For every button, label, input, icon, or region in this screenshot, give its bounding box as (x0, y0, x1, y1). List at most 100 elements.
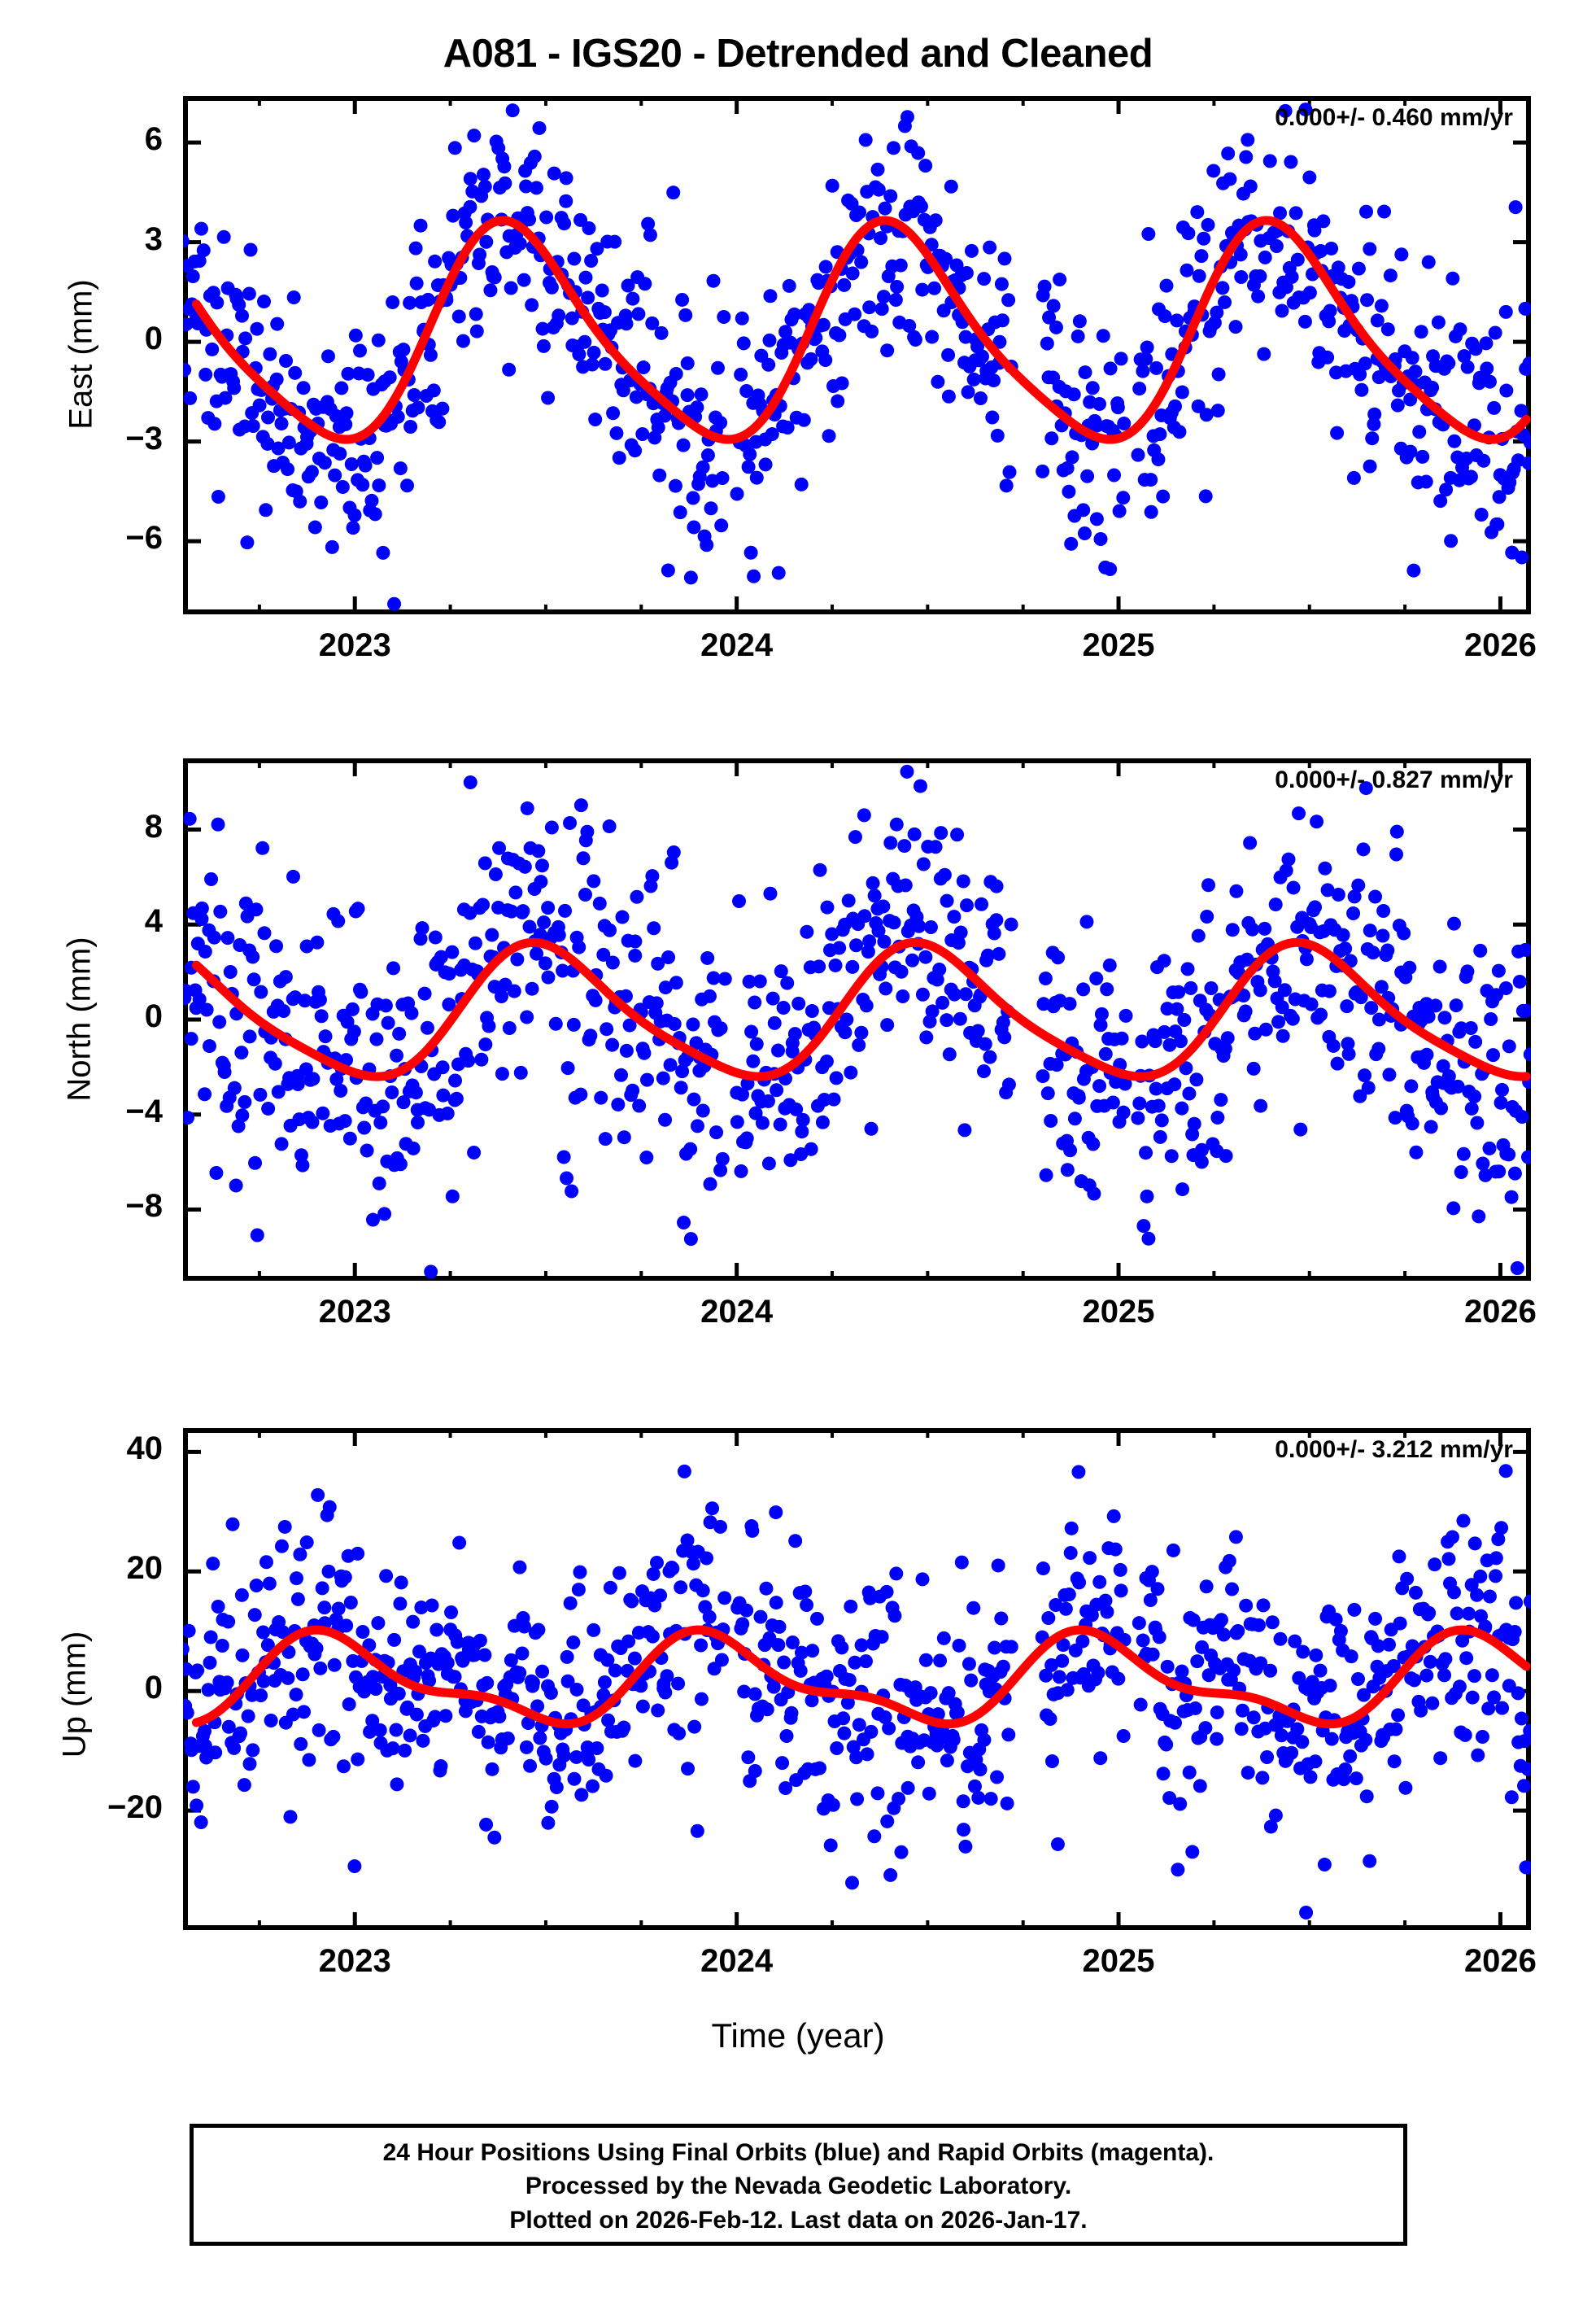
data-point (294, 1736, 308, 1751)
data-point (368, 1682, 383, 1697)
data-point (1274, 1728, 1289, 1743)
data-point (217, 1065, 232, 1079)
data-point (1376, 928, 1390, 943)
data-point (947, 987, 962, 1002)
data-point (1268, 1808, 1283, 1823)
data-point (918, 950, 933, 964)
data-point (598, 356, 613, 371)
data-point (286, 869, 300, 884)
data-point (769, 1505, 783, 1520)
data-point (1245, 922, 1260, 937)
data-point (706, 273, 721, 288)
data-point (363, 1724, 377, 1739)
data-point (940, 1013, 954, 1028)
data-point (216, 229, 231, 244)
data-point (1403, 392, 1418, 407)
data-point (183, 391, 198, 405)
data-point (1293, 1122, 1308, 1137)
data-point (321, 349, 335, 364)
data-point (1464, 1101, 1479, 1116)
data-point (1184, 980, 1198, 995)
data-point (241, 1709, 255, 1723)
data-point (997, 1030, 1012, 1045)
data-point (563, 1596, 578, 1610)
data-point (471, 1724, 486, 1739)
data-point (927, 281, 942, 295)
data-point (787, 1027, 802, 1042)
data-point (1092, 1079, 1107, 1094)
data-point (473, 247, 487, 262)
data-point (1145, 1565, 1159, 1579)
data-point (874, 302, 889, 317)
data-point (235, 1648, 250, 1662)
data-point (1324, 1732, 1339, 1746)
data-point (1076, 1667, 1091, 1682)
data-point (1491, 963, 1506, 978)
data-point (848, 307, 862, 321)
data-point (235, 1108, 250, 1123)
data-point (1175, 385, 1189, 400)
data-point (533, 1731, 547, 1745)
data-point (1149, 360, 1164, 375)
data-point (1131, 1111, 1145, 1125)
data-point (690, 1119, 704, 1133)
data-point (1198, 1721, 1213, 1736)
data-point (1444, 534, 1459, 548)
data-point (535, 321, 550, 336)
data-point (1288, 1634, 1302, 1649)
data-point (296, 381, 311, 395)
data-point (1140, 340, 1154, 355)
data-point (1143, 1593, 1158, 1608)
data-point (1481, 1701, 1496, 1716)
data-point (680, 356, 695, 370)
data-point (991, 1558, 1005, 1573)
data-point (283, 1810, 298, 1824)
data-point (1049, 320, 1063, 334)
data-point (1314, 1007, 1328, 1022)
data-point (1243, 179, 1258, 194)
data-point (1296, 1644, 1310, 1659)
panel-north-plot-area (183, 758, 1531, 1281)
data-point (1446, 271, 1460, 286)
data-point (630, 889, 644, 904)
panel-north-rate-annotation: 0.000+/- 0.827 mm/yr (1275, 766, 1513, 793)
data-point (672, 1726, 687, 1740)
data-point (1278, 103, 1293, 118)
data-point (1228, 320, 1243, 334)
data-point (487, 270, 502, 285)
data-point (512, 236, 527, 251)
data-point (780, 976, 795, 990)
data-point (1170, 313, 1184, 328)
data-point (1371, 1042, 1386, 1056)
data-point (1144, 504, 1158, 519)
data-point (674, 1081, 688, 1095)
data-point (1110, 400, 1125, 415)
data-point (183, 1111, 194, 1125)
data-point (878, 201, 892, 216)
data-point (1243, 836, 1258, 850)
data-point (1383, 269, 1398, 283)
data-point (1492, 490, 1507, 504)
data-point (1320, 883, 1335, 898)
data-point (714, 518, 729, 533)
data-point (1302, 170, 1317, 185)
data-point (1239, 150, 1254, 164)
data-point (289, 1571, 303, 1586)
data-point (1141, 1231, 1156, 1246)
y-tick-label: 4 (144, 903, 163, 940)
data-point (956, 874, 970, 889)
data-point (776, 1000, 791, 1015)
data-point (992, 946, 1006, 961)
data-point (939, 251, 953, 266)
data-point (447, 141, 462, 155)
data-point (450, 1635, 464, 1649)
data-point (304, 465, 319, 479)
data-point (1214, 1093, 1228, 1107)
data-point (925, 1004, 940, 1019)
data-point (709, 1125, 724, 1140)
data-point (1211, 367, 1226, 382)
data-point (1071, 1465, 1086, 1479)
data-point (1251, 289, 1266, 304)
data-point (860, 1747, 874, 1762)
data-point (254, 1688, 268, 1703)
